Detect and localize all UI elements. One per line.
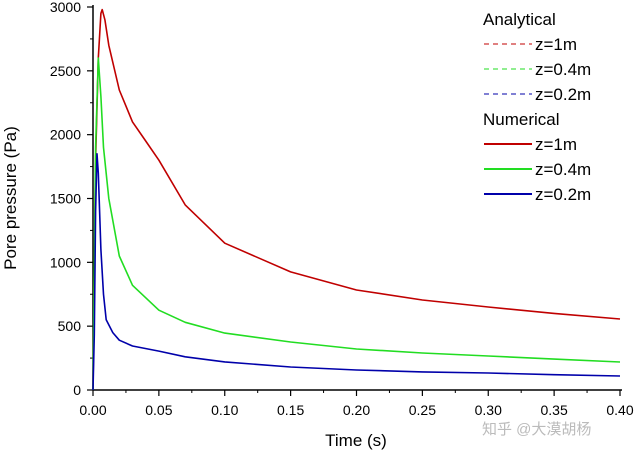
y-tick-label: 2500	[50, 63, 81, 79]
x-tick-label: 0.00	[79, 402, 106, 418]
series-line-z-1m	[92, 8, 621, 391]
legend-entry: z=0.2m	[535, 185, 591, 204]
legend-entry: z=0.2m	[535, 85, 591, 104]
y-tick-label: 3000	[50, 0, 81, 15]
y-tick-label: 0	[73, 382, 81, 398]
legend-group-title: Numerical	[483, 110, 560, 129]
series-line-z-0-4m	[92, 57, 621, 391]
x-tick-label: 0.35	[541, 402, 568, 418]
legend-entry: z=1m	[535, 135, 577, 154]
y-tick-label: 2000	[50, 127, 81, 143]
watermark: 知乎 @大漠胡杨	[482, 421, 591, 438]
series-line-z-0-2m	[92, 153, 621, 391]
legend-entry: z=0.4m	[535, 60, 591, 79]
y-tick-label: 500	[58, 318, 82, 334]
legend: Analytical z=1m z=0.4m z=0.2m Numerical z=1m z…	[483, 10, 591, 204]
x-axis-label: Time (s)	[325, 431, 387, 450]
x-tick-label: 0.40	[606, 402, 633, 418]
axes: 0.00 0.05 0.10 0.15 0.20 0.25 0.30 0.35 0.40 0 500…	[50, 0, 634, 418]
series-lines	[92, 8, 621, 391]
y-axis-label: Pore pressure (Pa)	[1, 126, 20, 270]
y-tick-label: 1000	[50, 254, 81, 270]
x-tick-label: 0.05	[145, 402, 172, 418]
legend-entry: z=1m	[535, 35, 577, 54]
legend-entry: z=0.4m	[535, 160, 591, 179]
y-tick-label: 1500	[50, 191, 81, 207]
x-tick-label: 0.25	[409, 402, 436, 418]
x-tick-label: 0.15	[277, 402, 304, 418]
x-tick-label: 0.20	[343, 402, 370, 418]
x-tick-label: 0.30	[475, 402, 502, 418]
legend-group-title: Analytical	[483, 10, 556, 29]
x-tick-label: 0.10	[211, 402, 238, 418]
